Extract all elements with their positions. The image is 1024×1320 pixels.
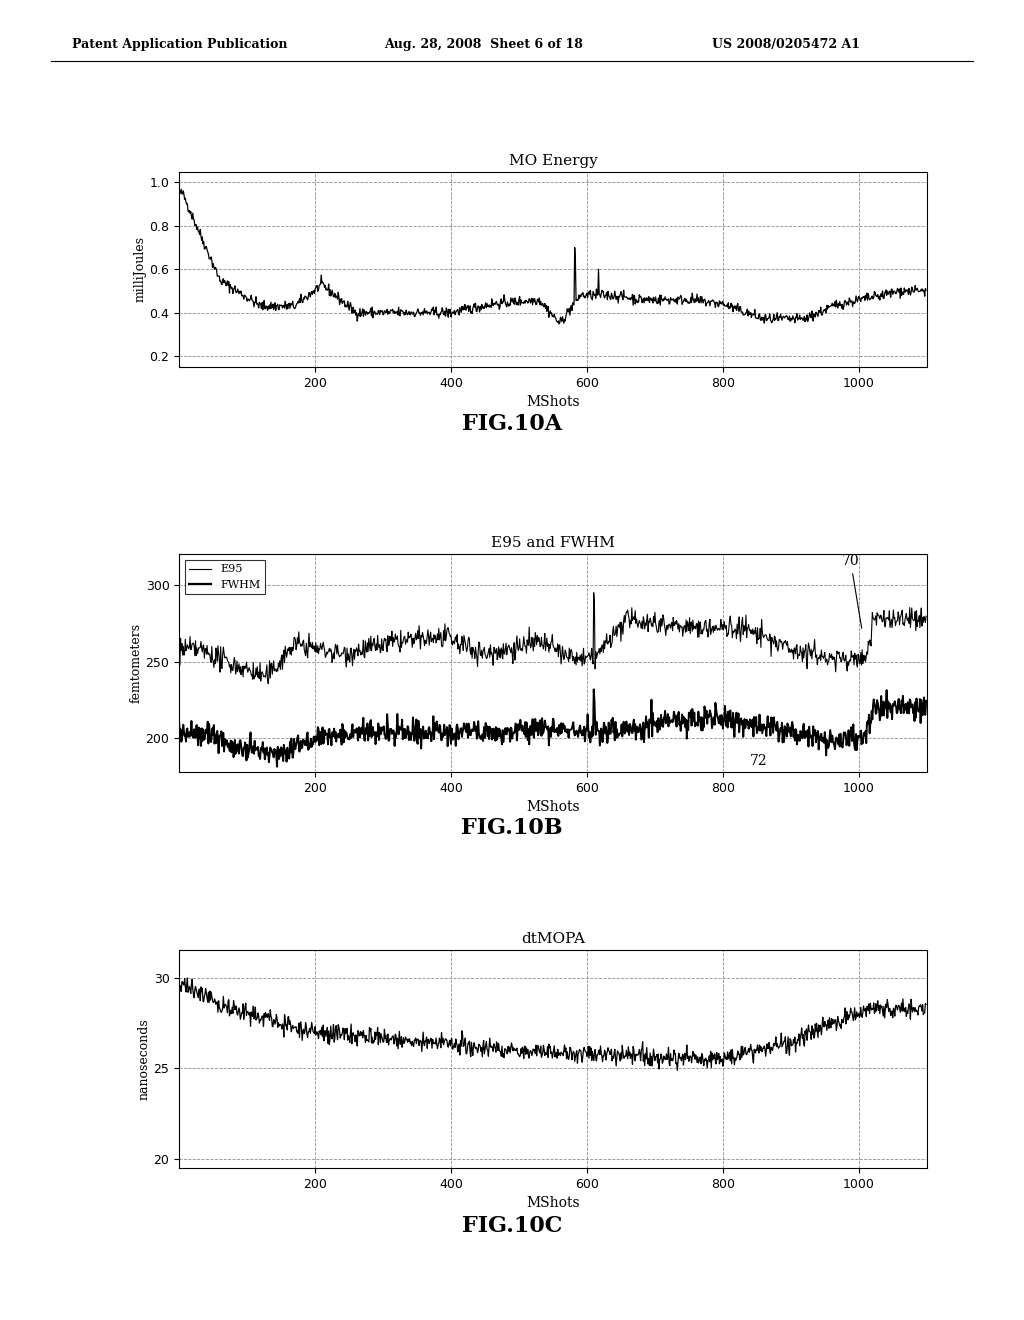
X-axis label: MShots: MShots: [526, 1196, 580, 1210]
X-axis label: MShots: MShots: [526, 395, 580, 409]
Title: dtMOPA: dtMOPA: [521, 932, 585, 946]
Title: MO Energy: MO Energy: [509, 153, 597, 168]
Text: 72: 72: [750, 754, 768, 767]
X-axis label: MShots: MShots: [526, 800, 580, 814]
Y-axis label: femtometers: femtometers: [130, 623, 142, 704]
Text: Patent Application Publication: Patent Application Publication: [72, 37, 287, 50]
Text: Aug. 28, 2008  Sheet 6 of 18: Aug. 28, 2008 Sheet 6 of 18: [384, 37, 583, 50]
Legend: E95, FWHM: E95, FWHM: [184, 560, 265, 594]
Text: FIG.10C: FIG.10C: [462, 1214, 562, 1237]
Text: FIG.10A: FIG.10A: [462, 413, 562, 436]
Text: 70: 70: [842, 554, 862, 628]
Text: FIG.10B: FIG.10B: [461, 817, 563, 840]
Text: US 2008/0205472 A1: US 2008/0205472 A1: [712, 37, 860, 50]
Title: E95 and FWHM: E95 and FWHM: [492, 536, 614, 550]
Y-axis label: milliJoules: milliJoules: [134, 236, 146, 302]
Y-axis label: nanoseconds: nanoseconds: [138, 1019, 151, 1100]
